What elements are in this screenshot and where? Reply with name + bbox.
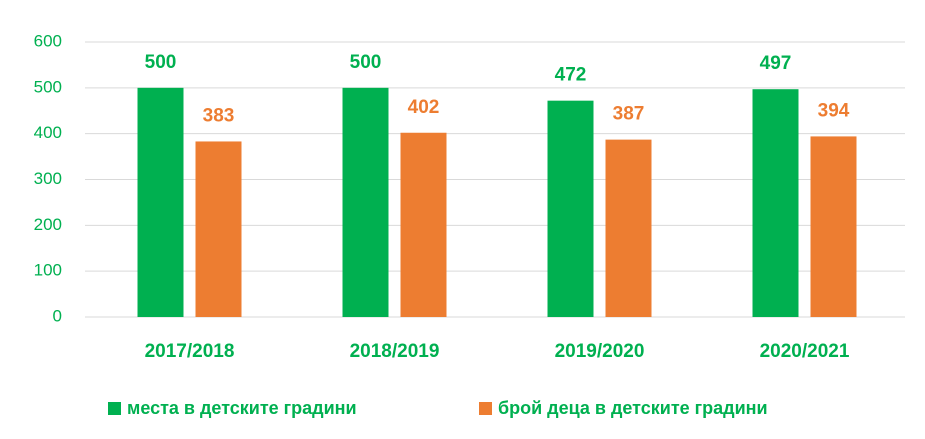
y-tick-label: 500 bbox=[34, 77, 62, 96]
legend-label: брой деца в детските градини bbox=[498, 398, 768, 418]
bar bbox=[137, 87, 184, 317]
data-label: 383 bbox=[203, 105, 235, 126]
data-label: 472 bbox=[555, 65, 587, 86]
x-tick-label: 2017/2018 bbox=[145, 341, 235, 362]
x-tick-label: 2019/2020 bbox=[555, 341, 645, 362]
data-label: 497 bbox=[760, 53, 792, 74]
data-label: 387 bbox=[613, 104, 645, 125]
bar bbox=[400, 132, 447, 317]
data-label: 500 bbox=[350, 52, 382, 73]
x-tick-label: 2020/2021 bbox=[760, 341, 850, 362]
bar bbox=[342, 87, 389, 317]
y-tick-label: 300 bbox=[34, 169, 62, 188]
data-label: 394 bbox=[818, 100, 850, 121]
y-tick-label: 400 bbox=[34, 123, 62, 142]
y-tick-label: 100 bbox=[34, 261, 62, 280]
bar bbox=[810, 136, 857, 317]
x-tick-label: 2018/2019 bbox=[350, 341, 440, 362]
data-label: 500 bbox=[145, 52, 177, 73]
bar bbox=[752, 89, 799, 317]
legend-label: места в детските градини bbox=[127, 398, 357, 418]
y-tick-label: 600 bbox=[34, 31, 62, 50]
bar bbox=[547, 100, 594, 318]
y-tick-label: 0 bbox=[53, 306, 62, 325]
y-tick-label: 200 bbox=[34, 215, 62, 234]
bar bbox=[195, 141, 242, 317]
legend-swatch bbox=[108, 402, 121, 415]
legend-swatch bbox=[479, 402, 492, 415]
data-label: 402 bbox=[408, 97, 440, 118]
bar bbox=[605, 139, 652, 317]
